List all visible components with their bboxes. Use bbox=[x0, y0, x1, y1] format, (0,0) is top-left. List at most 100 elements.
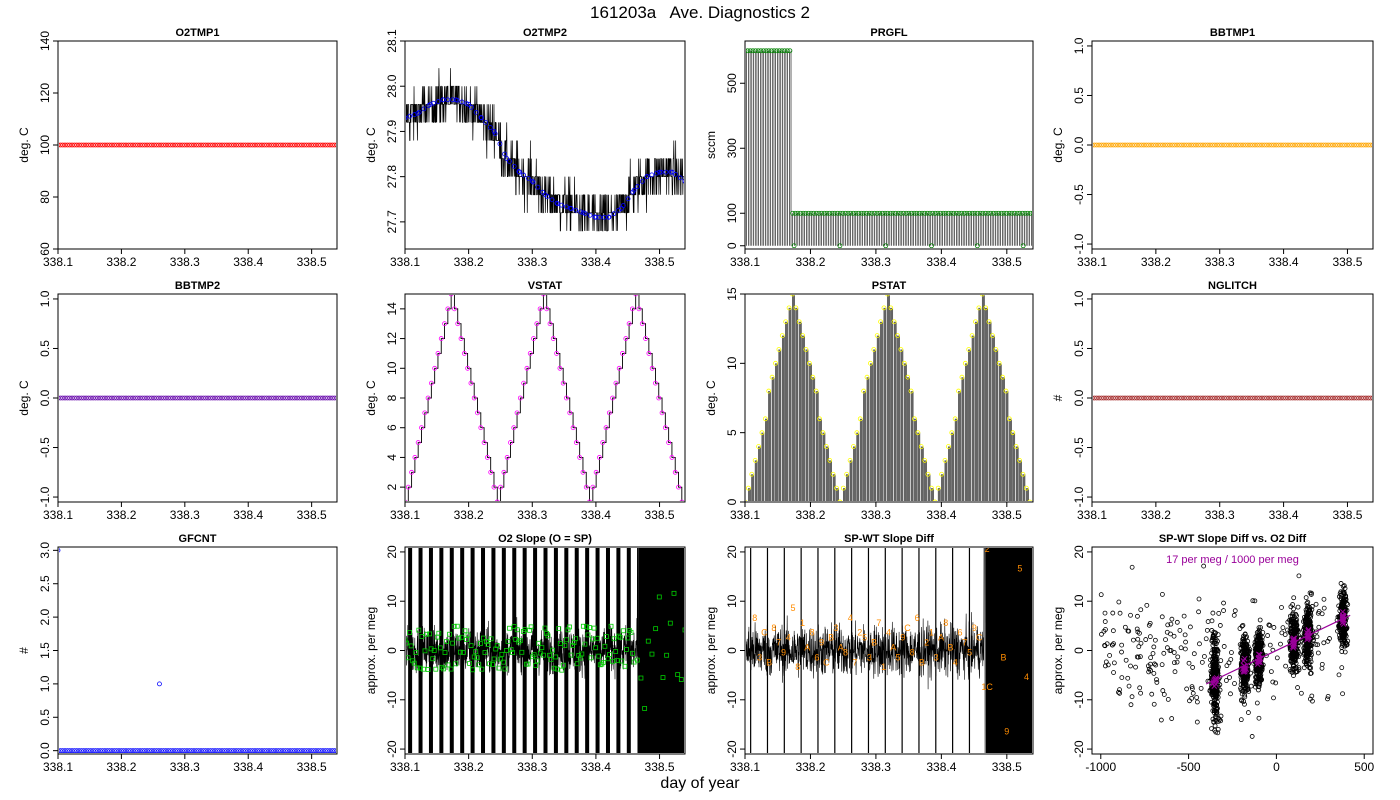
data-point bbox=[497, 141, 503, 147]
data-point bbox=[1273, 395, 1279, 401]
data-point bbox=[1099, 395, 1104, 401]
data-point bbox=[616, 365, 622, 371]
data-point bbox=[257, 142, 263, 148]
data-point bbox=[147, 395, 152, 401]
data-point bbox=[1134, 626, 1140, 632]
y-tick-label: 14 bbox=[385, 302, 399, 316]
data-point bbox=[207, 748, 213, 753]
data-point bbox=[88, 395, 94, 401]
data-point bbox=[945, 444, 951, 449]
data-point bbox=[1365, 142, 1371, 148]
data-point bbox=[132, 395, 138, 401]
x-tick-label: 338.3 bbox=[861, 255, 891, 269]
y-tick-label: -20 bbox=[385, 740, 399, 758]
x-tick-label: 338.5 bbox=[992, 255, 1022, 269]
data-point bbox=[81, 395, 87, 401]
data-point bbox=[1249, 734, 1255, 739]
data-point bbox=[1129, 395, 1135, 401]
data-point bbox=[285, 395, 291, 401]
data-point bbox=[170, 142, 176, 148]
data-point bbox=[59, 142, 61, 148]
data-point bbox=[1242, 676, 1248, 681]
data-point bbox=[212, 142, 218, 148]
slope-square bbox=[628, 629, 634, 635]
data-point bbox=[59, 395, 61, 401]
data-point bbox=[888, 305, 894, 311]
data-point bbox=[1139, 395, 1144, 401]
data-point bbox=[773, 360, 778, 366]
data-point bbox=[1370, 142, 1372, 148]
data-point bbox=[851, 444, 856, 449]
data-point bbox=[240, 395, 246, 401]
x-tick-label: 338.4 bbox=[233, 508, 263, 522]
x-tick-label: 338.3 bbox=[170, 508, 200, 522]
cycle-label: 8 bbox=[771, 623, 776, 633]
panel-title: GFCNT bbox=[179, 533, 217, 545]
data-point bbox=[1198, 395, 1204, 401]
slope-square bbox=[540, 652, 546, 658]
data-point bbox=[874, 333, 880, 339]
data-point bbox=[189, 142, 195, 148]
stat-trace bbox=[407, 295, 683, 501]
data-point bbox=[1315, 650, 1321, 656]
data-point bbox=[1123, 657, 1129, 663]
data-point bbox=[1241, 648, 1246, 654]
data-point bbox=[1194, 695, 1200, 700]
data-point bbox=[848, 210, 854, 216]
data-point bbox=[635, 184, 640, 189]
x-tick-label: 338.4 bbox=[233, 760, 263, 774]
data-point bbox=[1370, 395, 1372, 401]
data-point bbox=[264, 748, 270, 753]
spike-bar bbox=[867, 548, 870, 753]
data-point bbox=[1165, 142, 1170, 148]
data-point bbox=[422, 410, 428, 416]
data-point bbox=[1345, 638, 1351, 644]
slope-square bbox=[568, 652, 574, 658]
data-point bbox=[966, 347, 972, 352]
data-point bbox=[1182, 632, 1188, 638]
data-point bbox=[1307, 590, 1313, 596]
data-point bbox=[415, 440, 421, 445]
y-tick-label: 15 bbox=[725, 287, 739, 301]
data-point bbox=[287, 748, 293, 753]
data-point bbox=[924, 210, 930, 216]
data-point bbox=[668, 169, 674, 175]
data-point bbox=[990, 333, 995, 339]
data-point bbox=[1245, 687, 1250, 693]
data-point bbox=[1094, 142, 1100, 148]
y-tick-label: -10 bbox=[1072, 691, 1086, 709]
data-point bbox=[1242, 631, 1248, 637]
cycle-label: 9 bbox=[781, 647, 786, 657]
data-point bbox=[60, 395, 66, 401]
y-axis-label: deg. C bbox=[364, 380, 378, 416]
data-point bbox=[1306, 395, 1312, 401]
data-point bbox=[1127, 395, 1133, 401]
data-point bbox=[116, 748, 122, 753]
x-tick-label: 338.3 bbox=[1205, 255, 1235, 269]
y-tick-label: 12 bbox=[385, 332, 399, 346]
data-point bbox=[570, 425, 576, 431]
data-point bbox=[1311, 142, 1317, 148]
data-point bbox=[1296, 573, 1302, 579]
data-point bbox=[610, 395, 616, 401]
data-point bbox=[233, 142, 239, 148]
slope-square bbox=[548, 657, 554, 663]
flow-dip-point bbox=[929, 243, 934, 248]
data-point bbox=[1287, 395, 1293, 401]
data-point bbox=[1203, 636, 1209, 642]
data-point bbox=[1368, 142, 1372, 148]
data-point bbox=[845, 210, 851, 216]
data-point bbox=[1181, 142, 1187, 148]
slope-square bbox=[439, 664, 445, 670]
data-point bbox=[1119, 649, 1124, 655]
cycle-label: B bbox=[828, 633, 834, 643]
data-point bbox=[283, 748, 288, 753]
data-point bbox=[1161, 692, 1167, 697]
data-point bbox=[1245, 395, 1251, 401]
data-point bbox=[940, 210, 946, 216]
data-point bbox=[508, 440, 513, 445]
data-point bbox=[283, 142, 288, 148]
data-point bbox=[1351, 395, 1357, 401]
data-point bbox=[207, 142, 213, 148]
data-point bbox=[544, 194, 550, 199]
